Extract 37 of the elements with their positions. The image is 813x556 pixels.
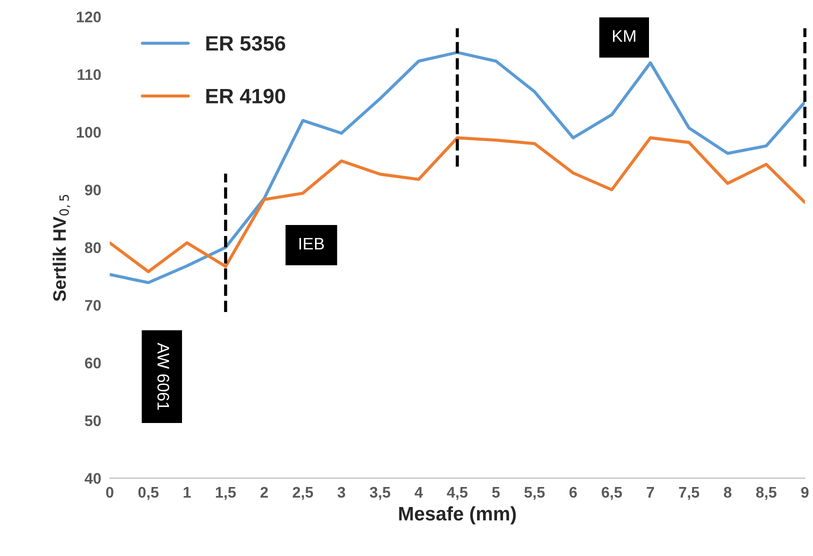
x-tick-label: 7: [646, 487, 654, 498]
x-tick-label: 3: [338, 486, 346, 498]
x-tick-label: 8,5: [756, 486, 776, 500]
annotation: IEB: [299, 238, 324, 250]
x-tick-label: 0: [106, 486, 114, 498]
legend-label: ER 5356: [206, 36, 286, 51]
x-tick-label: 3,5: [370, 486, 390, 500]
x-tick-label: 6: [569, 486, 577, 498]
x-tick-label: 5: [492, 487, 500, 498]
legend-label: ER 4190: [206, 88, 286, 104]
x-tick-label: 0,5: [138, 486, 159, 500]
x-tick-label: 2: [260, 486, 268, 498]
y-tick-label: 70: [85, 300, 101, 311]
x-tick-label: 1,5: [216, 487, 236, 500]
x-tick-label: 2,5: [292, 486, 314, 500]
x-tick-label: 7,5: [679, 487, 700, 500]
x-tick-label: 9: [801, 486, 809, 498]
x-axis-title: Mesafe (mm): [399, 506, 516, 524]
y-tick-label: 100: [76, 126, 101, 138]
y-tick-label: 90: [84, 184, 101, 196]
y-tick-label: 110: [78, 69, 101, 80]
x-tick-label: 1: [184, 487, 191, 498]
annotation: KM: [613, 30, 636, 42]
x-tick-label: 8: [724, 486, 732, 498]
x-tick-label: 5,5: [524, 487, 545, 500]
y-tick-label: 80: [84, 242, 101, 254]
x-tick-label: 6,5: [602, 486, 622, 500]
y-tick-label: 40: [84, 473, 101, 484]
y-tick-label: 60: [84, 358, 101, 368]
x-tick-label: 4,5: [446, 487, 468, 500]
line-series: [110, 50, 805, 284]
line-series: [110, 136, 805, 274]
annotation: AW 6061: [157, 342, 170, 410]
y-axis-title: Sertlik HV$_{0,5}$: [52, 194, 70, 302]
y-tick-label: 120: [76, 12, 101, 22]
x-tick-label: 4: [414, 487, 423, 498]
y-tick-label: 50: [84, 415, 101, 426]
